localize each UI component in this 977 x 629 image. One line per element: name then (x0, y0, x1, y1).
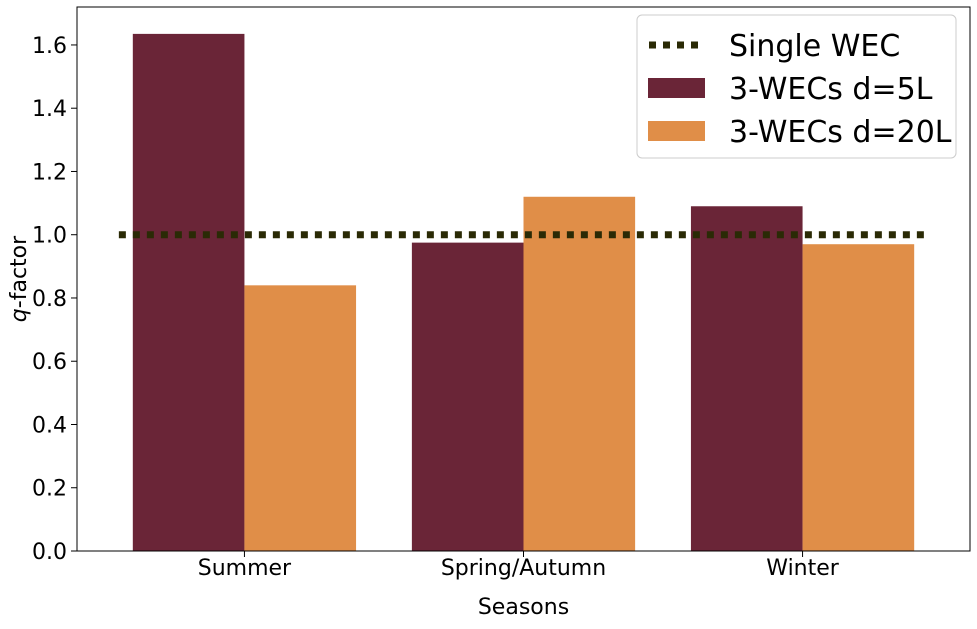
bar-d5l-0 (132, 33, 245, 551)
legend: Single WEC 3-WECs d=5L 3-WECs d=20L (636, 14, 957, 159)
legend-item-d5l-label: 3-WECs d=5L (729, 72, 933, 107)
y-tick-label: 0.6 (32, 350, 67, 375)
y-tick-label: 0.4 (32, 413, 67, 438)
y-tick-label: 0.8 (32, 287, 67, 312)
y-tick-label: 1.4 (32, 97, 67, 122)
y-axis-label-italic: q (7, 308, 32, 322)
bar-d20l-0 (244, 285, 357, 551)
bar-d20l-1 (523, 196, 636, 551)
x-tick-label: Summer (198, 556, 292, 581)
x-tick-label: Winter (766, 556, 839, 581)
y-tick-label: 1.0 (32, 224, 67, 249)
y-tick-label: 0.2 (32, 477, 67, 502)
y-tick-label: 1.2 (32, 160, 67, 185)
y-axis-label-rest: -factor (7, 235, 32, 308)
x-axis-label: Seasons (478, 595, 569, 620)
legend-item-single-wec-label: Single WEC (729, 29, 900, 64)
legend-item-d20l-label: 3-WECs d=20L (729, 115, 952, 150)
bars-layer (132, 33, 915, 552)
legend-item-d5l-swatch (648, 78, 705, 98)
x-tick-label: Spring/Autumn (441, 556, 606, 581)
bar-d5l-1 (411, 242, 524, 551)
legend-item-d20l-swatch (648, 121, 705, 141)
y-axis-label: q-factor (7, 235, 32, 322)
y-tick-label: 0.0 (32, 540, 67, 565)
x-axis: Summer Spring/Autumn Winter (198, 551, 840, 581)
bar-d5l-2 (690, 206, 803, 552)
bar-d20l-2 (802, 244, 915, 552)
y-axis: 0.0 0.2 0.4 0.6 0.8 1.0 1.2 1.4 1.6 (32, 34, 77, 565)
y-tick-label: 1.6 (32, 34, 67, 59)
legend-frame (636, 14, 957, 159)
